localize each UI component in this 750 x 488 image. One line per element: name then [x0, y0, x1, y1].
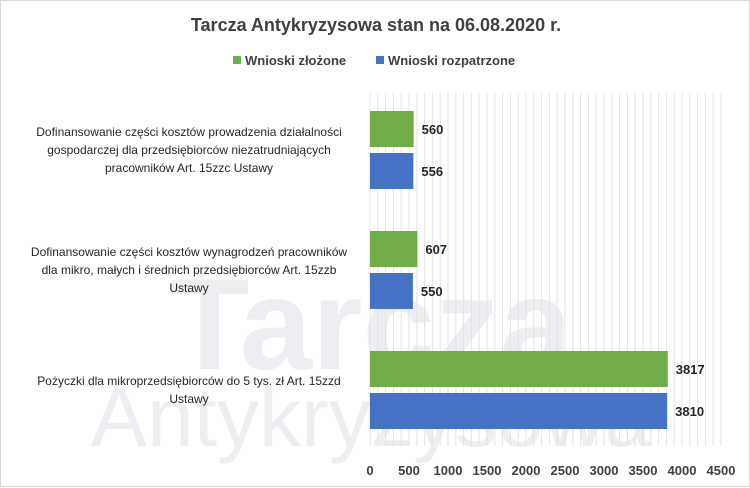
data-label: 607	[425, 242, 447, 257]
bars	[370, 111, 668, 429]
gridlines	[369, 93, 722, 446]
bar	[370, 231, 418, 267]
x-tick-label: 3000	[590, 463, 619, 478]
x-tick-label: 2500	[551, 463, 580, 478]
data-label: 556	[421, 164, 443, 179]
category-label: Dofinansowanie części kosztów wynagrodze…	[31, 245, 347, 295]
bar	[370, 153, 414, 189]
x-tick-label: 1000	[434, 463, 463, 478]
x-axis-tick-labels: 0 500 1000 1500 2000 2500 3000 3500 4000 4500	[366, 463, 735, 478]
x-tick-label: 4000	[668, 463, 697, 478]
chart-title: Tarcza Antykryzysowa stan na 06.08.2020 …	[191, 15, 561, 35]
bar	[370, 273, 413, 309]
data-labels: 560 556 607 550 3817 3810	[421, 122, 705, 419]
category-label: Dofinansowanie części kosztów prowadzeni…	[36, 125, 342, 175]
data-label: 550	[421, 284, 443, 299]
x-tick-label: 1500	[473, 463, 502, 478]
x-tick-label: 3500	[629, 463, 658, 478]
bar	[370, 393, 668, 429]
legend-label: Wnioski złożone	[245, 53, 346, 68]
legend-swatch	[233, 56, 241, 64]
category-label: Pożyczki dla mikroprzedsiębiorców do 5 t…	[37, 374, 340, 406]
category-labels: Dofinansowanie części kosztów prowadzeni…	[31, 125, 347, 406]
data-label: 560	[422, 122, 444, 137]
x-tick-label: 0	[366, 463, 373, 478]
bar	[370, 111, 414, 147]
legend-swatch	[376, 56, 384, 64]
data-label: 3810	[675, 404, 704, 419]
x-tick-label: 500	[398, 463, 420, 478]
legend-label: Wnioski rozpatrzone	[388, 53, 515, 68]
x-tick-label: 4500	[707, 463, 736, 478]
legend: Wnioski złożone Wnioski rozpatrzone	[233, 53, 515, 68]
x-tick-label: 2000	[512, 463, 541, 478]
bar	[370, 351, 668, 387]
data-label: 3817	[676, 362, 705, 377]
